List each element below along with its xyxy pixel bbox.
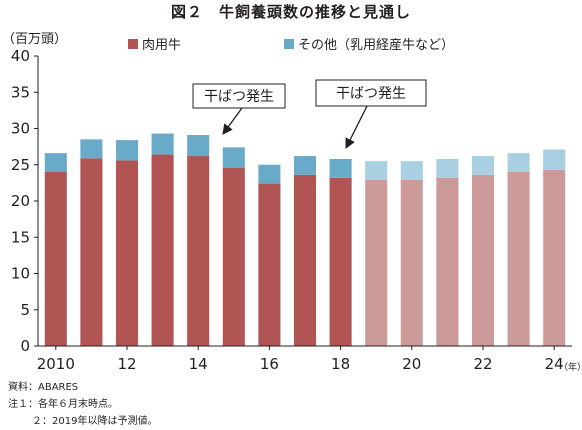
- bar-other-2021: [436, 158, 459, 178]
- x-tick-label: 22: [473, 355, 492, 373]
- chart-title: 図２ 牛飼養頭数の推移と見通し: [170, 3, 411, 21]
- footnote-source: 資料：ABARES: [8, 382, 79, 393]
- bar-beef-2017: [293, 174, 317, 346]
- bar-beef-2016: [258, 183, 281, 346]
- bar-other-2013: [151, 133, 174, 155]
- legend-item-beef: 肉用牛: [128, 34, 181, 53]
- legend-label-other: その他（乳用経産牛など）: [298, 38, 455, 53]
- drought-callout-arrow: [222, 107, 243, 135]
- drought-callout-arrow: [345, 105, 368, 149]
- footnotes: 資料：ABARES 注１：各年６月末時点。 ２：2019年以降は予測値。: [8, 379, 157, 430]
- bar-other-2024: [543, 149, 566, 170]
- y-tick-label: 15: [11, 228, 30, 246]
- y-tick-label: 25: [11, 156, 30, 174]
- footnote-2: ２：2019年以降は予測値。: [32, 416, 158, 427]
- drought-callout-label: 干ばつ発生: [336, 86, 406, 102]
- y-tick-label: 20: [11, 192, 30, 210]
- bar-beef-2014: [187, 156, 210, 346]
- x-tick-label: 24: [545, 355, 564, 373]
- bar-beef-2010: [44, 172, 67, 346]
- x-tick-label: 18: [331, 355, 350, 373]
- y-tick-label: 5: [20, 301, 30, 319]
- x-tick-label: 14: [189, 355, 208, 373]
- bar-other-2012: [115, 140, 139, 161]
- bar-beef-2011: [80, 158, 103, 346]
- bar-beef-2018: [329, 177, 352, 346]
- bar-other-2011: [80, 139, 103, 159]
- x-tick-label: 16: [260, 355, 279, 373]
- bar-other-2016: [258, 164, 281, 184]
- x-tick-label: 20: [402, 355, 421, 373]
- bar-beef-2021: [436, 177, 459, 346]
- footnote-1: 注１：各年６月末時点。: [8, 399, 118, 410]
- bar-other-2017: [293, 156, 317, 175]
- bar-beef-2015: [222, 167, 245, 346]
- legend-swatch-beef: [128, 38, 138, 49]
- legend-item-other: その他（乳用経産牛など）: [284, 34, 454, 53]
- bar-other-2023: [507, 153, 530, 172]
- y-tick-label: 40: [11, 47, 30, 65]
- bar-other-2020: [400, 161, 423, 180]
- bar-other-2019: [365, 161, 388, 180]
- y-axis-unit-label: （百万頭）: [2, 32, 68, 47]
- drought-callout-box: [192, 83, 286, 109]
- y-tick-label: 10: [11, 265, 30, 283]
- bar-other-2010: [44, 153, 67, 172]
- bar-beef-2020: [400, 179, 423, 346]
- bar-beef-2022: [471, 174, 495, 346]
- y-tick-label: 0: [20, 337, 30, 355]
- y-tick-label: 35: [11, 83, 30, 101]
- bar-other-2022: [471, 156, 495, 175]
- bar-other-2014: [187, 135, 210, 157]
- x-tick-label: 12: [117, 355, 136, 373]
- legend-swatch-other: [284, 38, 294, 49]
- bar-beef-2019: [365, 179, 388, 346]
- x-axis-year-unit: （年）: [559, 361, 582, 373]
- stacked-bar-chart: 0 5 10 15 20 25 30 35 40 2010 12 14 16 18 20 22 24（年） 干ばつ…: [11, 47, 582, 373]
- bar-other-2018: [329, 158, 352, 178]
- bar-beef-2013: [151, 154, 174, 346]
- drought-callout-label: 干ばつ発生: [204, 89, 274, 105]
- x-tick-label: 2010: [37, 355, 75, 373]
- bar-beef-2024: [543, 169, 566, 346]
- drought-callout-box: [315, 79, 427, 107]
- bar-beef-2012: [115, 160, 139, 346]
- bar-other-2015: [222, 147, 245, 168]
- legend-label-beef: 肉用牛: [142, 38, 182, 53]
- bar-beef-2023: [507, 172, 530, 346]
- y-tick-label: 30: [11, 120, 30, 138]
